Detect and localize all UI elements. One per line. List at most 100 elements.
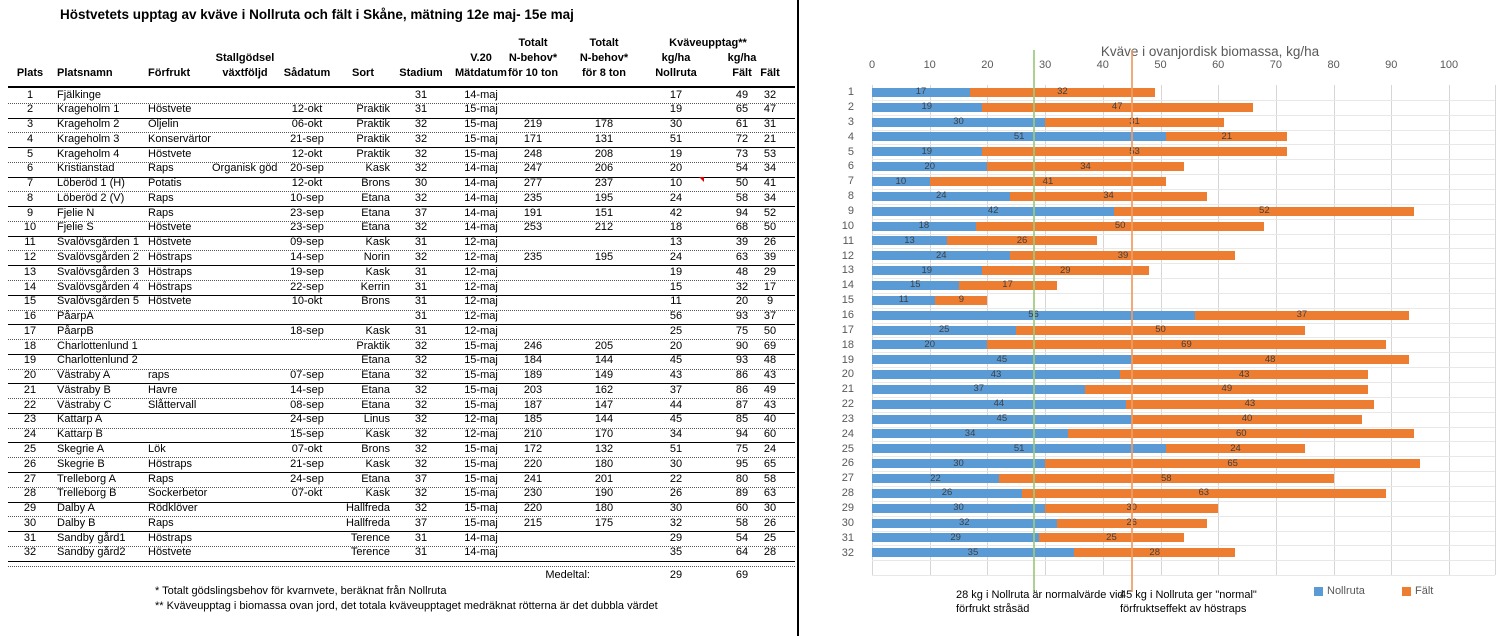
cell-nollruta[interactable]: 32 [669, 516, 683, 529]
cell-sort[interactable]: Brons [361, 295, 390, 308]
cell-stallgodsel[interactable] [212, 340, 278, 353]
cell-sort[interactable]: Praktik [356, 147, 390, 160]
cell-sort[interactable]: Kask [365, 162, 390, 175]
cell-nollruta[interactable]: 42 [669, 206, 683, 219]
cell-stallgodsel[interactable] [212, 118, 278, 131]
cell-falt[interactable]: 95 [735, 457, 749, 470]
cell-sort[interactable]: Hallfreda [345, 502, 390, 515]
column-header-nollruta-line2[interactable]: kg/ha [661, 52, 691, 64]
cell-falt[interactable]: 68 [735, 221, 749, 234]
column-header-stallgodsel-line3[interactable]: växtföljd [222, 67, 268, 79]
cell-stadium[interactable]: 32 [414, 221, 428, 234]
cell-platsnamn[interactable]: Svalövsgården 5 [57, 295, 139, 308]
cell-sadatum[interactable]: 10-okt [291, 295, 323, 308]
column-header-falt-pct-line3[interactable]: Fält [760, 67, 780, 79]
cell-falt-pct[interactable]: 40 [763, 413, 777, 426]
cell-sadatum[interactable]: 09-sep [290, 236, 324, 249]
column-header-sadatum-line3[interactable]: Sådatum [283, 67, 331, 79]
cell-falt-pct[interactable]: 52 [763, 206, 777, 219]
cell-plats[interactable]: 13 [23, 265, 37, 278]
cell-stadium[interactable]: 37 [414, 472, 428, 485]
cell-forfrukt[interactable] [148, 428, 212, 441]
cell-matdatum[interactable]: 15-maj [464, 502, 498, 515]
cell-falt[interactable]: 73 [735, 147, 749, 160]
cell-n-behov-8ton[interactable] [574, 236, 634, 249]
cell-sort[interactable]: Praktik [356, 118, 390, 131]
cell-forfrukt[interactable] [148, 354, 212, 367]
cell-n-behov-8ton[interactable] [574, 89, 634, 102]
cell-stadium[interactable]: 32 [414, 398, 428, 411]
cell-plats[interactable]: 11 [24, 236, 36, 249]
cell-sort[interactable]: Etana [361, 206, 390, 219]
cell-falt-pct[interactable]: 28 [763, 546, 777, 559]
cell-sort[interactable]: Etana [361, 191, 390, 204]
cell-matdatum[interactable]: 15-maj [464, 147, 498, 160]
cell-sort[interactable]: Linus [363, 413, 390, 426]
cell-sadatum[interactable]: 23-sep [290, 221, 324, 234]
cell-matdatum[interactable]: 15-maj [464, 103, 498, 116]
cell-forfrukt[interactable]: Sockerbetor [148, 487, 208, 500]
legend-swatch-fält[interactable] [1402, 587, 1411, 596]
cell-falt-pct[interactable]: 60 [763, 428, 777, 441]
cell-plats[interactable]: 7 [26, 177, 34, 190]
cell-stallgodsel[interactable] [212, 443, 278, 456]
cell-forfrukt[interactable]: Konservärtor [148, 132, 211, 145]
cell-plats[interactable]: 14 [23, 280, 37, 293]
cell-forfrukt[interactable]: Höstvete [148, 147, 192, 160]
cell-falt-pct[interactable]: 39 [763, 250, 777, 263]
cell-nollruta[interactable]: 26 [669, 487, 683, 500]
column-header-platsnamn-line3[interactable]: Platsnamn [57, 67, 113, 79]
cell-forfrukt[interactable]: Potatis [148, 177, 182, 190]
cell-falt[interactable]: 86 [735, 369, 749, 382]
cell-stallgodsel[interactable] [212, 192, 278, 205]
cell-n-behov-8ton[interactable] [574, 310, 634, 323]
cell-plats[interactable]: 25 [23, 442, 37, 455]
cell-falt-pct[interactable]: 24 [763, 442, 777, 455]
cell-plats[interactable]: 6 [26, 162, 34, 175]
cell-sort[interactable]: Norin [363, 250, 390, 263]
cell-sort[interactable]: Kask [365, 457, 390, 470]
cell-n-behov-8ton[interactable]: 170 [594, 428, 614, 441]
cell-sadatum[interactable]: 07-okt [291, 442, 323, 455]
cell-plats[interactable]: 5 [26, 147, 34, 160]
cell-stadium[interactable]: 32 [414, 339, 428, 352]
cell-sort[interactable]: Praktik [356, 132, 390, 145]
cell-stadium[interactable]: 31 [414, 236, 428, 249]
cell-n-behov-8ton[interactable]: 144 [594, 413, 614, 426]
cell-forfrukt[interactable]: Höstvete [148, 103, 192, 116]
cell-sadatum[interactable]: 15-sep [290, 428, 324, 441]
cell-stadium[interactable]: 32 [414, 442, 428, 455]
cell-stadium[interactable]: 31 [414, 310, 428, 323]
cell-n-behov-10ton[interactable]: 247 [523, 162, 543, 175]
cell-plats[interactable]: 22 [23, 398, 37, 411]
column-header-nollruta-line3[interactable]: Nollruta [655, 67, 697, 79]
cell-n-behov-10ton[interactable]: 241 [523, 472, 543, 485]
cell-falt-pct[interactable]: 25 [763, 531, 777, 544]
cell-stadium[interactable]: 32 [414, 369, 428, 382]
cell-sadatum[interactable] [278, 89, 336, 102]
cell-stadium[interactable]: 32 [414, 487, 428, 500]
cell-forfrukt[interactable]: Höstvete [148, 221, 192, 234]
cell-platsnamn[interactable]: Löberöd 1 (H) [57, 177, 125, 190]
cell-falt[interactable]: 80 [735, 472, 749, 485]
cell-plats[interactable]: 3 [26, 118, 34, 131]
cell-stadium[interactable]: 32 [414, 383, 428, 396]
cell-matdatum[interactable]: 12-maj [464, 413, 498, 426]
cell-n-behov-10ton[interactable]: 187 [523, 398, 543, 411]
cell-platsnamn[interactable]: Svalövsgården 3 [57, 265, 139, 278]
cell-sadatum[interactable] [278, 546, 336, 559]
cell-stallgodsel[interactable] [212, 177, 278, 190]
cell-nollruta[interactable]: 20 [669, 162, 683, 175]
cell-sort[interactable]: Etana [361, 472, 390, 485]
cell-falt-pct[interactable]: 43 [763, 369, 777, 382]
cell-nollruta[interactable]: 45 [669, 354, 683, 367]
cell-nollruta[interactable]: 10 [646, 177, 706, 190]
cell-platsnamn[interactable]: Svalövsgården 2 [57, 250, 139, 263]
cell-platsnamn[interactable]: PåarpB [57, 324, 94, 337]
cell-falt[interactable]: 90 [735, 339, 749, 352]
cell-platsnamn[interactable]: Trelleborg A [57, 472, 116, 485]
cell-n-behov-10ton[interactable]: 191 [523, 206, 543, 219]
cell-stallgodsel[interactable] [212, 487, 278, 500]
cell-stadium[interactable]: 32 [414, 457, 428, 470]
cell-forfrukt[interactable]: Höstraps [148, 265, 193, 278]
